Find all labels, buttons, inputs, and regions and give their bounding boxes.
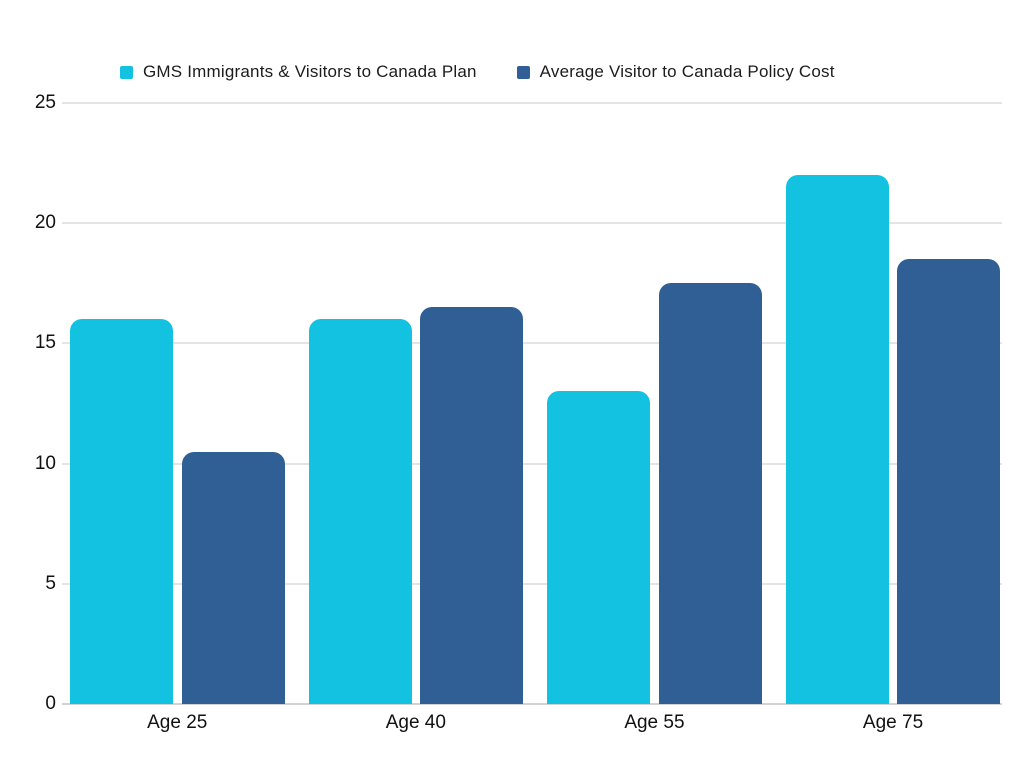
x-tick-label: Age 25	[147, 712, 208, 733]
gridline	[62, 102, 1002, 104]
bar-gms-age-40	[308, 319, 412, 704]
legend-swatch-gms-plan-icon	[120, 65, 133, 79]
legend-label-gms-plan: GMS Immigrants & Visitors to Canada Plan	[143, 62, 477, 81]
bar-avg-age-40	[420, 307, 524, 704]
y-tick-label: 15	[34, 332, 56, 354]
bar-avg-age-55	[658, 283, 762, 704]
x-tick-label: Age 40	[385, 712, 446, 733]
legend: GMS Immigrants & Visitors to Canada Plan…	[120, 62, 835, 82]
bar-gms-age-25	[70, 319, 173, 704]
gridline	[62, 462, 1002, 465]
y-tick-label: 10	[34, 452, 56, 474]
y-tick-label: 20	[34, 212, 56, 234]
x-tick-label: Age 75	[862, 712, 924, 733]
legend-item-average-policy-cost: Average Visitor to Canada Policy Cost	[516, 62, 835, 82]
legend-swatch-average-policy-cost-icon	[516, 65, 530, 79]
bar-avg-age-25	[181, 451, 285, 704]
x-axis-line	[62, 703, 1002, 705]
gridline	[62, 222, 1002, 225]
y-tick-label: 25	[34, 92, 56, 113]
gridline	[62, 342, 1002, 345]
bar-gms-age-55	[547, 391, 651, 704]
bar-avg-age-75	[897, 259, 1001, 704]
legend-item-gms-plan: GMS Immigrants & Visitors to Canada Plan	[120, 62, 477, 82]
x-tick-label: Age 55	[624, 712, 685, 733]
y-tick-label: 5	[45, 572, 56, 594]
gridline	[62, 582, 1002, 585]
legend-label-average-policy-cost: Average Visitor to Canada Policy Cost	[539, 62, 835, 81]
y-tick-label: 0	[45, 693, 56, 714]
bar-gms-age-75	[785, 175, 889, 704]
